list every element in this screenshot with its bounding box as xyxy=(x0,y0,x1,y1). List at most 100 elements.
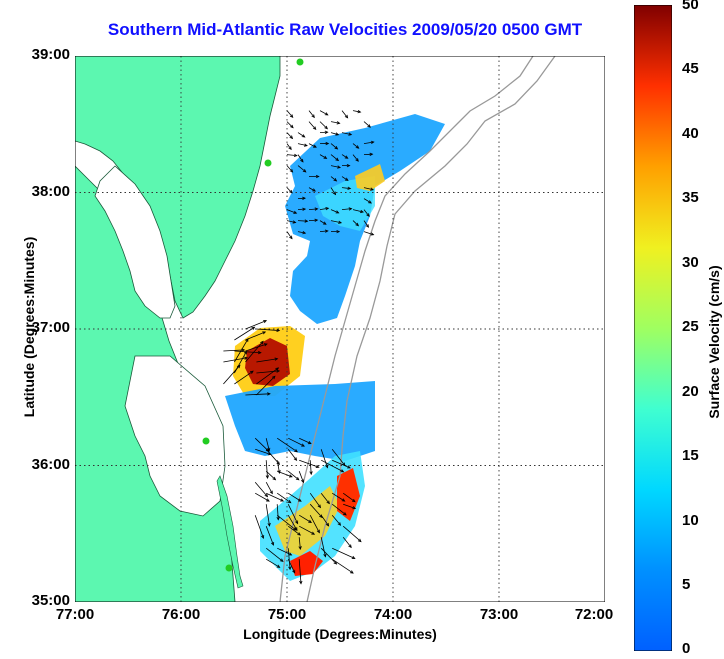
velocity-vector xyxy=(320,514,329,527)
velocity-vector xyxy=(331,503,347,516)
velocity-vector-head xyxy=(355,222,360,227)
velocity-vector-head xyxy=(309,471,313,476)
velocity-vector-head xyxy=(334,146,339,150)
velocity-vector xyxy=(330,187,336,195)
velocity-vector xyxy=(286,143,292,150)
velocity-vector xyxy=(286,154,297,157)
velocity-vector-head xyxy=(336,121,341,125)
radar-station xyxy=(202,437,210,445)
velocity-vector-head xyxy=(332,191,337,196)
velocity-vector-head xyxy=(269,490,273,495)
y-tick-label: 37:00 xyxy=(31,319,70,336)
velocity-vector-head xyxy=(293,210,298,214)
velocity-vector-head xyxy=(279,558,284,562)
velocity-vector xyxy=(320,547,337,565)
velocity-vector-head xyxy=(270,541,275,546)
velocity-vector-head xyxy=(325,522,330,527)
velocity-vector xyxy=(276,492,291,504)
velocity-vector-head xyxy=(325,141,330,146)
velocity-vector-head xyxy=(301,443,305,447)
colorbar xyxy=(634,5,672,651)
velocity-vector-head xyxy=(336,229,341,234)
velocity-vector xyxy=(332,459,351,469)
velocity-vector xyxy=(265,504,270,526)
velocity-vector xyxy=(234,370,254,385)
colorbar-tick-label: 15 xyxy=(682,447,699,464)
velocity-vector xyxy=(331,448,346,466)
velocity-vector-head xyxy=(315,174,320,179)
velocity-vector xyxy=(363,220,369,228)
velocity-vector-head xyxy=(370,140,375,145)
colorbar-tick-label: 0 xyxy=(682,640,691,657)
velocity-vector-head xyxy=(245,338,249,342)
velocity-vector-head xyxy=(308,519,312,523)
velocity-vector xyxy=(276,504,279,520)
velocity-vector-head xyxy=(295,476,300,481)
velocity-vector xyxy=(286,165,293,173)
velocity-vector-head xyxy=(294,527,298,531)
velocity-vector xyxy=(265,460,268,479)
x-tick-label: 73:00 xyxy=(479,606,519,623)
velocity-vector-head xyxy=(289,235,293,240)
velocity-vector xyxy=(298,471,304,483)
velocity-vector-head xyxy=(267,447,271,452)
velocity-vector xyxy=(254,515,264,539)
colorbar-tick-label: 35 xyxy=(682,189,699,206)
velocity-vector-head xyxy=(276,564,281,568)
velocity-vector xyxy=(320,537,326,557)
y-tick-label: 39:00 xyxy=(31,46,70,63)
velocity-vector xyxy=(363,121,371,128)
radar-stations xyxy=(202,58,304,572)
velocity-vector-head xyxy=(335,210,340,214)
velocity-vector-head xyxy=(357,109,362,114)
velocity-vector xyxy=(341,187,351,189)
map-title: Southern Mid-Atlantic Raw Velocities 200… xyxy=(107,20,583,39)
velocity-vector-head xyxy=(263,343,268,347)
velocity-vector-head xyxy=(292,220,297,224)
y-tick-label: 35:00 xyxy=(31,592,70,609)
velocity-vector-head xyxy=(289,168,294,173)
velocity-vector-head xyxy=(298,546,302,550)
velocity-vector-head xyxy=(317,504,321,509)
velocity-vector xyxy=(330,165,341,168)
velocity-vector-head xyxy=(325,464,329,469)
velocity-vector-head xyxy=(343,512,347,516)
velocity-vector xyxy=(234,326,255,341)
velocity-vector-head xyxy=(263,320,268,324)
x-tick-label: 74:00 xyxy=(373,606,413,623)
velocity-vector-head xyxy=(264,493,269,498)
velocity-vector-head xyxy=(267,392,271,396)
velocity-vector xyxy=(341,208,352,210)
velocity-vector-head xyxy=(324,130,329,134)
velocity-vector-head xyxy=(288,552,293,556)
velocity-vector-head xyxy=(322,221,327,225)
velocity-vector xyxy=(297,143,308,147)
velocity-vector xyxy=(297,208,306,210)
x-axis-label: Longitude (Degrees:Minutes) xyxy=(243,626,437,642)
velocity-vector-head xyxy=(302,231,307,235)
velocity-patch-north-cyan xyxy=(315,176,375,231)
velocity-vector-head xyxy=(357,538,362,543)
velocity-vector xyxy=(308,187,316,192)
velocity-vector-head xyxy=(241,348,246,352)
velocity-vector xyxy=(287,514,298,531)
velocity-vector-head xyxy=(304,219,309,223)
velocity-vector-head xyxy=(340,469,345,473)
colorbar-tick-label: 10 xyxy=(682,512,699,529)
velocity-vector-head xyxy=(347,186,352,190)
velocity-vector xyxy=(341,132,352,136)
coastline-land xyxy=(75,56,281,602)
velocity-vector xyxy=(286,187,293,194)
x-tick-label: 77:00 xyxy=(55,606,95,623)
velocity-vector-head xyxy=(314,218,319,222)
velocity-vector xyxy=(343,503,356,509)
velocity-vector xyxy=(298,559,302,584)
bathymetry-contour-outer xyxy=(306,56,556,602)
colorbar-tick-label: 30 xyxy=(682,254,699,271)
velocity-vector-head xyxy=(293,153,298,158)
velocity-vector xyxy=(342,492,356,503)
velocity-vector-head xyxy=(272,476,277,481)
velocity-vector xyxy=(352,110,361,113)
velocity-vector-head xyxy=(314,207,319,211)
velocity-vector-head xyxy=(344,155,349,159)
